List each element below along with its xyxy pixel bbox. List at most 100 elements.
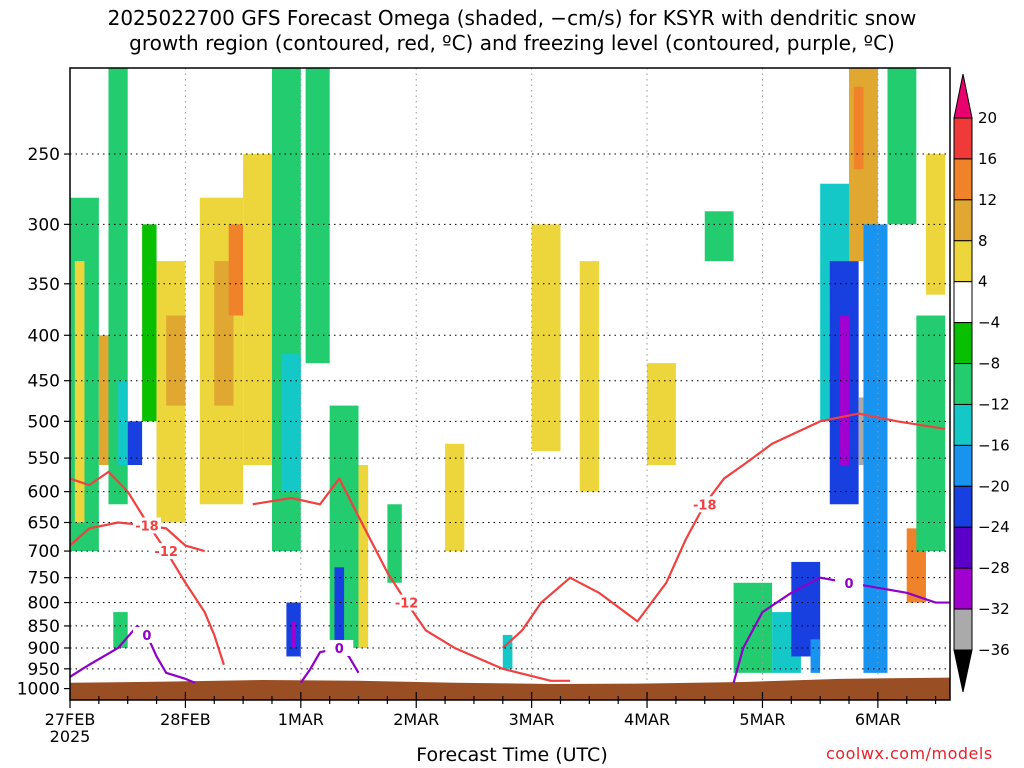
y-tick-label: 500 [28, 412, 60, 432]
colorbar-label: 12 [978, 191, 997, 209]
colorbar-label: 16 [978, 150, 997, 168]
plot-frame [69, 67, 951, 701]
y-tick-label: 650 [28, 513, 60, 533]
omega-cell [358, 465, 369, 648]
y-axis-ticks: 2503003504004505005506006507007508008509… [17, 145, 70, 700]
colorbar-label: 20 [978, 109, 997, 127]
dgz-contour-label-bg [392, 594, 421, 611]
colorbar-swatch [953, 608, 973, 651]
dgz-contour-line [252, 477, 571, 682]
omega-cell [853, 86, 864, 170]
dgz-contour-label: -18 [135, 519, 159, 534]
colorbar-label: −8 [978, 355, 1000, 373]
colorbar-swatch [953, 403, 973, 446]
x-axis-title: Forecast Time (UTC) [416, 744, 608, 766]
omega-cell [334, 567, 345, 648]
omega-cell [305, 68, 330, 364]
omega-cell [810, 639, 821, 673]
chart-title-line1: 2025022700 GFS Forecast Omega (shaded, −… [107, 6, 917, 30]
omega-cell [281, 354, 301, 492]
x-tick-label: 28FEB [160, 710, 211, 729]
dgz-contour-label-bg [690, 496, 719, 513]
y-tick-label: 550 [28, 449, 60, 469]
colorbar: 20 16 12 8 4 −4 −8 −12 −16 −20 −24 −28 −32 −36 [953, 73, 1010, 693]
x-axis-ticks: 27FEB 28FEB 1MAR 2MAR 3MAR 4MAR 5MAR 6MAR 2025 [45, 692, 937, 746]
colorbar-swatch [953, 240, 973, 283]
omega-cell [74, 261, 85, 523]
x-tick-label: 6MAR [855, 710, 901, 729]
omega-cell [113, 612, 128, 648]
y-tick-label: 700 [28, 542, 60, 562]
omega-cell [704, 211, 734, 262]
omega-cell [916, 315, 946, 552]
y-tick-label: 950 [28, 660, 60, 680]
omega-cell [531, 224, 561, 451]
y-tick-label: 350 [28, 275, 60, 295]
freezing-level-contour-line [732, 576, 950, 684]
y-tick-label: 450 [28, 372, 60, 392]
freezing-level-contour-label: 0 [142, 629, 151, 644]
colorbar-swatch [953, 199, 973, 242]
ground-fill [70, 677, 950, 700]
dgz-contour-line [502, 412, 946, 649]
colorbar-label: −16 [978, 436, 1010, 454]
y-tick-label: 1000 [17, 680, 60, 700]
x-year-label: 2025 [50, 727, 91, 746]
freezing-level-contour-label-bg [132, 626, 161, 643]
terrain-ground [70, 677, 950, 700]
colorbar-swatch [953, 649, 973, 693]
dgz-contours: -12 -18 -12 -18 [70, 412, 946, 682]
x-tick-label: 5MAR [739, 710, 785, 729]
omega-cell [647, 363, 676, 466]
omega-cell [228, 224, 244, 316]
colorbar-swatch [953, 363, 973, 405]
omega-cell [445, 443, 465, 552]
colorbar-swatch [953, 444, 973, 487]
omega-shading [70, 68, 946, 673]
omega-cell [387, 504, 402, 583]
colorbar-label: −4 [978, 314, 1000, 332]
colorbar-label: −36 [978, 641, 1010, 659]
chart-title-line2: growth region (contoured, red, ºC) and f… [129, 31, 895, 55]
omega-cell [925, 154, 946, 295]
x-tick-label: 1MAR [278, 710, 324, 729]
dgz-contour-label-bg [132, 517, 161, 534]
colorbar-swatch [953, 73, 973, 119]
freezing-level-contour-line [70, 624, 196, 684]
y-tick-label: 400 [28, 326, 60, 346]
omega-cell [887, 68, 917, 225]
omega-cell [579, 261, 599, 492]
colorbar-swatch [953, 485, 973, 528]
dgz-contour-label-bg [152, 543, 181, 560]
colorbar-swatch [953, 281, 973, 324]
y-tick-label: 300 [28, 215, 60, 235]
colorbar-label: 8 [978, 232, 988, 250]
dgz-contour-line [70, 470, 225, 666]
dgz-contour-label: -18 [693, 498, 717, 513]
colorbar-swatch [953, 158, 973, 201]
freezing-level-contour-label-bg [325, 639, 354, 656]
omega-cell [502, 634, 513, 669]
y-tick-label: 850 [28, 617, 60, 637]
colorbar-swatch [953, 117, 973, 160]
colorbar-label: 4 [978, 273, 988, 291]
omega-cell [863, 224, 888, 673]
colorbar-label: −20 [978, 477, 1010, 495]
y-tick-label: 900 [28, 639, 60, 659]
x-tick-label: 4MAR [624, 710, 670, 729]
omega-cell [166, 315, 186, 406]
dgz-contour-label: -12 [154, 545, 178, 560]
y-tick-label: 250 [28, 145, 60, 165]
omega-cell [127, 421, 143, 466]
colorbar-swatch [953, 567, 973, 610]
freezing-level-contour-label: 0 [335, 642, 344, 657]
chart-title: 2025022700 GFS Forecast Omega (shaded, −… [0, 6, 1024, 56]
freezing-level-contours: 0 0 0 [70, 574, 950, 684]
y-tick-label: 800 [28, 594, 60, 614]
omega-cell [839, 315, 850, 466]
y-tick-label: 750 [28, 569, 60, 589]
x-tick-label: 2MAR [393, 710, 439, 729]
omega-cell [291, 621, 297, 648]
dgz-contour-label: -12 [395, 597, 419, 612]
